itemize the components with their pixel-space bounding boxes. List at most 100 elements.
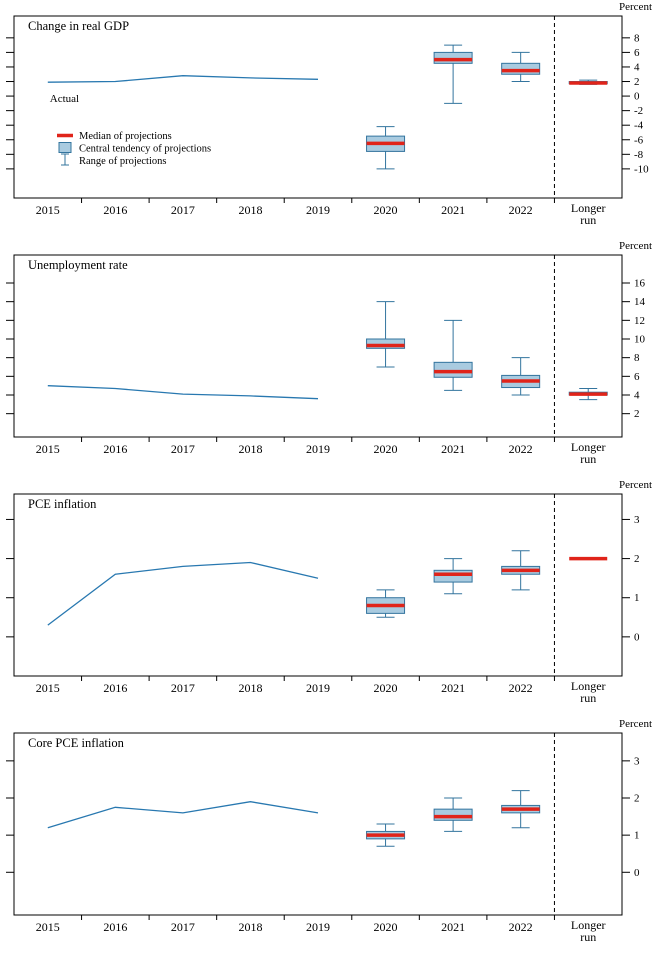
y-tick-label: 3 [634,755,640,767]
central-tendency-box [501,62,541,75]
x-tick-label: 2015 [36,203,60,217]
x-tick-label: 2019 [306,681,330,695]
central-tendency-box [366,338,406,349]
plot-border [13,254,623,438]
x-tick-label: 2020 [374,681,398,695]
y-tick-label: 0 [634,631,640,643]
y-tick-label: 16 [634,278,646,290]
x-tick-label: 2021 [441,681,465,695]
y-tick-label: 4 [634,390,640,402]
y-tick-label: -10 [634,163,649,175]
x-tick-label: Longer [571,918,606,932]
y-tick-label: -2 [634,105,643,117]
x-tick-label: 2017 [171,920,195,934]
x-tick-label: 2021 [441,920,465,934]
y-tick-label: 10 [634,334,646,346]
y-tick-label: 8 [634,352,640,364]
y-tick-label: -6 [634,134,644,146]
chart-title: Core PCE inflation [28,736,125,750]
y-tick-label: 1 [634,592,640,604]
plot-border [13,732,623,916]
y-tick-label: 8 [634,32,640,44]
x-tick-label: 2018 [238,442,262,456]
unemployment-chart-panel: Percent Unemployment rate 16 14 12 10 8 6 4 2 2015… [0,239,670,478]
x-tick-label: Longer [571,440,606,454]
y-tick-label: 0 [634,867,640,879]
y-tick-label: 4 [634,61,640,73]
unit-label: Percent [619,718,652,730]
x-tick-label: 2016 [103,203,127,217]
x-tick-label: 2022 [509,203,533,217]
gdp-chart-panel: Percent Change in real GDP 8 6 4 2 0 -2 -4 -6 -8 -1… [0,0,670,239]
y-tick-label: 2 [634,76,640,88]
x-tick-label: 2015 [36,920,60,934]
x-tick-label: 2016 [103,442,127,456]
chart-title: Unemployment rate [28,258,128,272]
y-tick-label: 6 [634,47,640,59]
x-tick-label: 2020 [374,203,398,217]
y-tick-label: 0 [634,91,640,103]
pce-inflation-chart: Percent PCE inflation 3 2 1 0 2015 2016 2017 2018… [6,479,652,705]
central-tendency-box [433,361,473,378]
core-pce-inflation-chart-panel: Percent Core PCE inflation 3 2 1 0 2015 2016 201… [0,717,670,956]
legend-label: Central tendency of projections [79,144,211,155]
chart-title: Change in real GDP [28,19,129,33]
unit-label: Percent [619,1,652,13]
x-tick-label: 2017 [171,203,195,217]
x-tick-label: 2019 [306,920,330,934]
x-tick-label: 2018 [238,920,262,934]
plot-border [13,493,623,677]
x-tick-label: run [580,213,596,227]
unit-label: Percent [619,240,652,252]
y-tick-label: 1 [634,830,640,842]
x-tick-label: 2022 [509,920,533,934]
y-tick-label: 3 [634,514,640,526]
legend-label: Range of projections [79,156,166,167]
actual-label: Actual [50,93,79,105]
x-tick-label: 2015 [36,442,60,456]
plot-border [13,15,623,199]
x-tick-label: 2016 [103,920,127,934]
y-tick-label: 12 [634,315,645,327]
y-tick-label: 2 [634,793,640,805]
y-tick-label: 14 [634,296,646,308]
actual-line [47,561,319,626]
x-tick-label: 2017 [171,442,195,456]
unemployment-chart: Percent Unemployment rate 16 14 12 10 8 6 4 2 2015… [6,240,652,466]
x-tick-label: 2018 [238,681,262,695]
x-tick-label: run [580,930,596,944]
gdp-chart: Percent Change in real GDP 8 6 4 2 0 -2 -4 -6 -8 -1… [6,1,652,227]
x-tick-label: 2022 [509,681,533,695]
x-tick-label: Longer [571,201,606,215]
pce-inflation-chart-panel: Percent PCE inflation 3 2 1 0 2015 2016 2017 2018… [0,478,670,717]
x-tick-label: 2017 [171,681,195,695]
x-tick-label: Longer [571,679,606,693]
y-tick-label: 2 [634,553,640,565]
x-tick-label: 2016 [103,681,127,695]
central-tendency-box [433,51,473,64]
chart-title: PCE inflation [28,497,97,511]
actual-line [47,75,319,83]
actual-line [47,801,319,829]
central-tendency-box [433,808,473,821]
x-tick-label: 2020 [374,442,398,456]
legend-central-tendency-swatch [58,142,72,153]
x-tick-label: 2019 [306,203,330,217]
x-tick-label: 2019 [306,442,330,456]
x-tick-label: 2020 [374,920,398,934]
x-tick-label: 2015 [36,681,60,695]
y-tick-label: 6 [634,371,640,383]
x-tick-label: 2021 [441,203,465,217]
core-pce-inflation-chart: Percent Core PCE inflation 3 2 1 0 2015 2016 201… [6,718,652,944]
y-tick-label: -8 [634,149,644,161]
y-tick-label: 2 [634,408,640,420]
x-tick-label: run [580,691,596,705]
y-tick-label: -4 [634,120,644,132]
unit-label: Percent [619,479,652,491]
x-tick-label: run [580,452,596,466]
central-tendency-box [433,569,473,583]
x-tick-label: 2022 [509,442,533,456]
x-tick-label: 2021 [441,442,465,456]
x-tick-label: 2018 [238,203,262,217]
